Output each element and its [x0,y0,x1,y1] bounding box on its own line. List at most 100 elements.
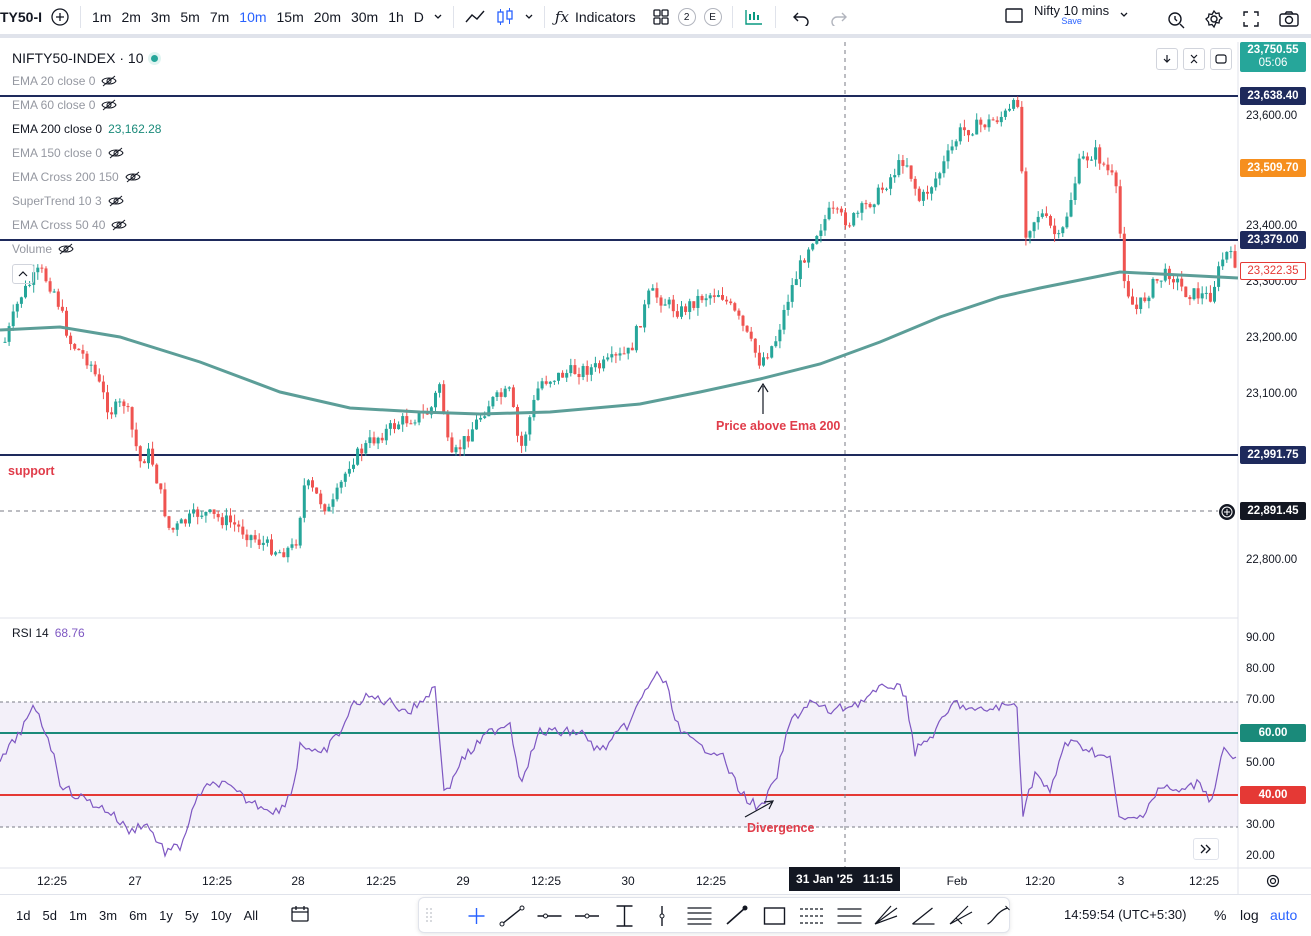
range-3m[interactable]: 3m [99,908,118,923]
add-alert-button[interactable] [1218,503,1236,521]
maximize-pane-button[interactable] [1210,48,1232,70]
scroll-to-realtime-button[interactable] [1193,838,1219,860]
timeframe-30m[interactable]: 30m [350,9,379,25]
level-label-23379[interactable]: 23,379.00 [1240,231,1306,249]
arrow-tool-icon[interactable] [726,905,748,925]
drag-handle-icon[interactable] [426,908,432,924]
timeframe-20m[interactable]: 20m [313,9,341,25]
chart-area[interactable]: NIFTY50-INDEX · 10 EMA 20 close 0 EMA 60 … [0,42,1311,894]
timeframe-2m[interactable]: 2m [121,9,141,25]
goto-date-button[interactable] [284,905,316,926]
timeframe-1m[interactable]: 1m [92,9,112,25]
ema-price-label[interactable]: 23,322.35 [1240,262,1306,280]
scroll-down-button[interactable] [1156,48,1178,70]
chart-settings-button[interactable] [1266,874,1280,891]
last-price-label[interactable]: 23,750.55 05:06 [1240,42,1306,72]
timeframe-5m[interactable]: 5m [180,9,200,25]
range-1m[interactable]: 1m [68,908,87,923]
timeframe-15m[interactable]: 15m [276,9,304,25]
support-annotation[interactable]: support [8,464,55,478]
rsi-level-60-label[interactable]: 60.00 [1240,724,1306,742]
eye-hidden-icon[interactable] [111,219,127,231]
channel-tool-icon[interactable] [837,908,862,924]
eye-hidden-icon[interactable] [101,75,117,87]
rsi-legend[interactable]: RSI 14 68.76 [12,626,85,640]
chart-type-dropdown[interactable] [520,2,538,32]
symbol-search-button[interactable]: TY50-I [0,9,43,25]
gann-fan-tool-icon[interactable] [949,905,973,925]
legend-item[interactable]: EMA 150 close 0 [12,146,124,160]
badge-2-button[interactable]: 2 [674,2,700,32]
percent-toggle[interactable]: % [1214,907,1227,923]
rsi-level-40-label[interactable]: 40.00 [1240,786,1306,804]
legend-item[interactable]: SuperTrend 10 3 [12,194,124,208]
horizontal-line-tool-icon[interactable] [575,913,599,919]
timeframe-1h[interactable]: 1h [388,9,404,25]
drawing-tools-icons[interactable] [419,898,1011,934]
level-label-22991[interactable]: 22,991.75 [1240,446,1306,464]
angle-tool-icon[interactable] [912,907,935,925]
log-toggle[interactable]: log [1240,907,1259,923]
range-5d[interactable]: 5d [42,908,57,923]
redo-button[interactable] [826,2,852,32]
auto-toggle[interactable]: auto [1270,907,1298,923]
badge-e-button[interactable]: E [700,2,726,32]
collapse-legend-button[interactable] [12,264,34,284]
range-All[interactable]: All [243,908,259,923]
vertical-line-tool-icon[interactable] [659,906,665,926]
snapshot-button[interactable] [1274,4,1304,34]
candles-group[interactable] [3,96,1237,563]
range-1y[interactable]: 1y [159,908,173,923]
level-label-23638[interactable]: 23,638.40 [1240,87,1306,105]
legend-item[interactable]: EMA 60 close 0 [12,98,117,112]
rectangle-tool-icon[interactable] [763,907,786,925]
ray-tool-icon[interactable] [537,913,562,919]
eye-hidden-icon[interactable] [101,99,117,111]
range-5y[interactable]: 5y [184,908,199,923]
range-1d[interactable]: 1d [16,908,31,923]
layout-selector[interactable]: Nifty 10 mins Save [1004,4,1129,26]
legend-item[interactable]: EMA 20 close 0 [12,74,117,88]
arrow-up-annotation[interactable] [757,382,769,414]
quick-search-button[interactable] [1162,4,1190,34]
range-6m[interactable]: 6m [129,908,148,923]
indicator-templates-button[interactable] [648,2,674,32]
line-chart-type-button[interactable] [460,2,490,32]
compare-symbol-button[interactable] [46,2,74,32]
divergence-annotation[interactable]: Divergence [747,821,815,835]
pitchfork-tool-icon[interactable] [874,905,898,925]
crosshair-price-label[interactable]: 22,891.45 [1240,502,1306,520]
timeframe-7m[interactable]: 7m [209,9,230,25]
chart-canvas[interactable] [0,42,1311,894]
legend-item[interactable]: EMA Cross 50 40 [12,218,127,232]
arrow-divergence-annotation[interactable] [744,800,775,818]
collapse-pane-button[interactable] [1183,48,1205,70]
legend-item[interactable]: Volume [12,242,74,256]
ema-200-line[interactable] [0,270,1239,416]
timeframe-3m[interactable]: 3m [150,9,171,25]
replay-button[interactable] [739,2,769,32]
settings-button[interactable] [1200,4,1228,34]
trend-line-tool-icon[interactable] [499,905,525,927]
fib-retracement-tool-icon[interactable] [800,908,824,924]
eye-hidden-icon[interactable] [108,195,124,207]
undo-button[interactable] [788,2,814,32]
legend-item[interactable]: EMA Cross 200 150 [12,170,141,184]
eye-hidden-icon[interactable] [108,147,124,159]
fullscreen-button[interactable] [1238,4,1264,34]
symbol-title[interactable]: NIFTY50-INDEX · 10 [12,50,159,66]
timeframe-10m[interactable]: 10m [239,9,267,25]
eye-hidden-icon[interactable] [58,243,74,255]
eye-hidden-icon[interactable] [125,171,141,183]
crosshair-tool-icon[interactable] [468,908,485,924]
timeframe-D[interactable]: D [413,9,424,25]
price-above-ema-annotation[interactable]: Price above Ema 200 [716,419,841,433]
candle-chart-type-button[interactable] [490,2,520,32]
timeframe-dropdown-button[interactable] [429,2,447,32]
level-label-23509[interactable]: 23,509.70 [1240,159,1306,177]
brush-tool-icon[interactable] [987,905,1010,925]
legend-item[interactable]: EMA 200 close 0 23,162.28 [12,122,161,136]
rsi-line[interactable] [0,670,1237,858]
clock-label[interactable]: 14:59:54 (UTC+5:30) [1064,907,1187,922]
parallel-lines-tool-icon[interactable] [687,907,712,925]
